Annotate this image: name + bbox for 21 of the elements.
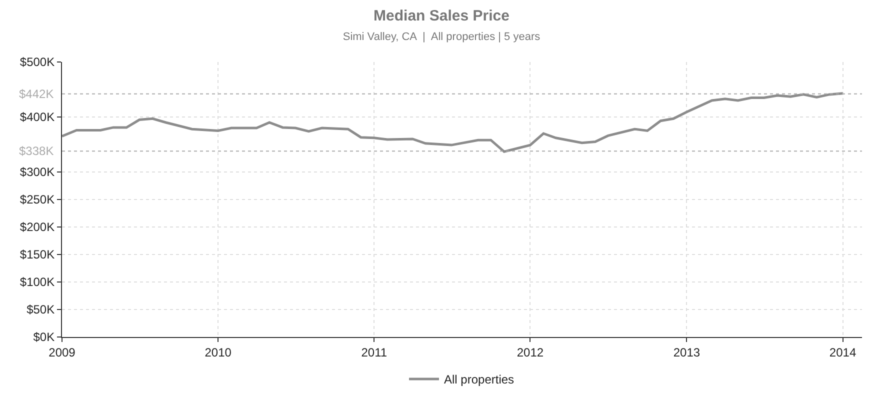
- x-tick-label: 2010: [204, 345, 232, 360]
- y-tick-label: $150K: [20, 248, 55, 262]
- y-tick-label: $50K: [26, 302, 55, 317]
- y-tick-label: $0K: [33, 330, 55, 344]
- x-tick-label: 2014: [829, 345, 856, 360]
- y-tick-label: $250K: [20, 192, 55, 207]
- legend-label: All properties: [444, 372, 514, 387]
- y-tick-label: $500K: [20, 55, 55, 70]
- chart-subtitle: Simi Valley, CA | All properties | 5 years: [342, 30, 541, 43]
- chart-title: Median Sales Price: [374, 7, 510, 24]
- y-tick-label: $200K: [20, 220, 55, 234]
- y-tick-label: $100K: [20, 275, 55, 290]
- line-series: [62, 92, 844, 153]
- x-tick-label: 2012: [516, 345, 544, 360]
- x-tick-label: 2009: [48, 345, 76, 360]
- y-tick-label: $300K: [20, 165, 55, 180]
- x-tick-label: 2013: [673, 345, 700, 360]
- ref-line-label: $442K: [19, 87, 54, 101]
- x-tick-label: 2011: [361, 345, 388, 360]
- ref-line-label: $338K: [19, 144, 54, 158]
- y-tick-label: $400K: [20, 110, 55, 124]
